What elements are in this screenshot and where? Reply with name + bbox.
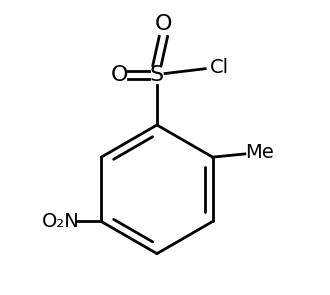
Text: Cl: Cl — [210, 58, 229, 77]
Text: O: O — [155, 14, 172, 34]
Text: O: O — [111, 65, 129, 85]
Text: Me: Me — [245, 143, 274, 162]
Text: S: S — [150, 65, 164, 85]
Text: O₂N: O₂N — [42, 212, 80, 231]
